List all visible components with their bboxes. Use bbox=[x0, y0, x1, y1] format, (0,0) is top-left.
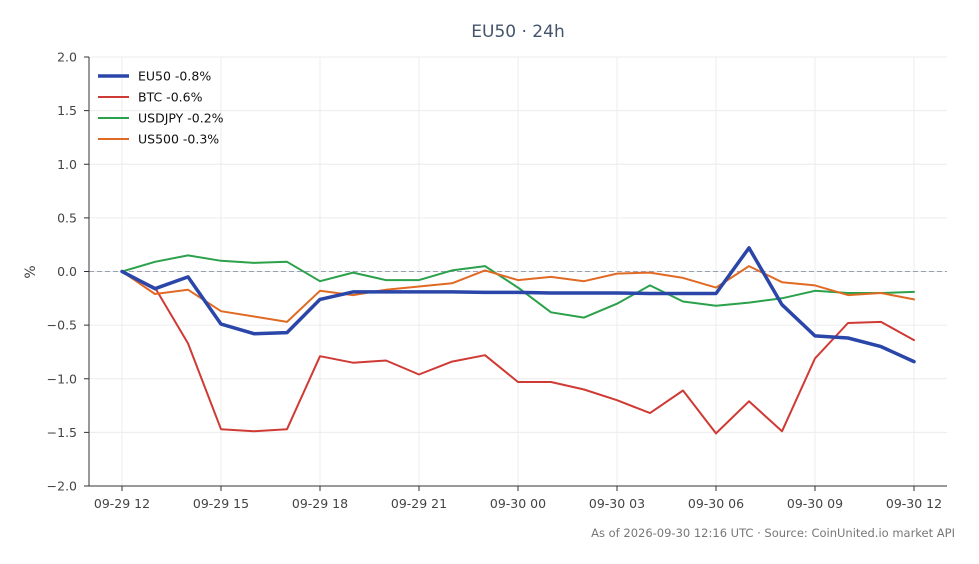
x-tick-label: 09-29 15 bbox=[193, 496, 249, 511]
legend-label-btc: BTC -0.6% bbox=[138, 90, 203, 105]
y-tick-label: 2.0 bbox=[57, 50, 77, 65]
y-tick-label: −0.5 bbox=[47, 318, 77, 333]
series-line-btc bbox=[121, 270, 915, 435]
legend-label-eu50: EU50 -0.8% bbox=[138, 69, 211, 84]
source-footnote: As of 2026-09-30 12:16 UTC · Source: Coi… bbox=[591, 526, 955, 540]
series-line-eu50 bbox=[120, 246, 916, 364]
x-tick-label: 09-30 00 bbox=[490, 496, 546, 511]
y-tick-label: 1.5 bbox=[57, 103, 77, 118]
x-tick-label: 09-29 21 bbox=[391, 496, 447, 511]
y-axis-ticks: 2.0 1.5 1.0 0.5 0.0 −0.5 −1.0 −1.5 −2.0 bbox=[47, 50, 89, 494]
y-axis-label: % bbox=[23, 265, 39, 278]
y-tick-label: 1.0 bbox=[57, 157, 77, 172]
legend-label-us500: US500 -0.3% bbox=[138, 132, 219, 147]
legend: EU50 -0.8% BTC -0.6% USDJPY -0.2% US500 -0.… bbox=[98, 69, 224, 147]
x-tick-label: 09-30 12 bbox=[886, 496, 942, 511]
x-tick-label: 09-30 06 bbox=[688, 496, 744, 511]
x-axis-ticks: 09-29 12 09-29 15 09-29 18 09-29 21 09-30 00… bbox=[94, 486, 942, 511]
y-tick-label: −1.5 bbox=[47, 425, 77, 440]
y-tick-label: −2.0 bbox=[47, 479, 77, 494]
x-tick-label: 09-30 03 bbox=[589, 496, 645, 511]
chart-title: EU50 · 24h bbox=[471, 22, 564, 42]
series-line-us500 bbox=[121, 265, 915, 323]
x-tick-label: 09-29 12 bbox=[94, 496, 150, 511]
legend-label-usdjpy: USDJPY -0.2% bbox=[138, 111, 224, 126]
series-group bbox=[120, 246, 916, 435]
x-tick-label: 09-30 09 bbox=[787, 496, 843, 511]
y-tick-label: 0.5 bbox=[57, 210, 77, 225]
series-line-usdjpy bbox=[121, 254, 915, 319]
x-tick-label: 09-29 18 bbox=[292, 496, 348, 511]
y-tick-label: 0.0 bbox=[57, 264, 77, 279]
y-tick-label: −1.0 bbox=[47, 371, 77, 386]
